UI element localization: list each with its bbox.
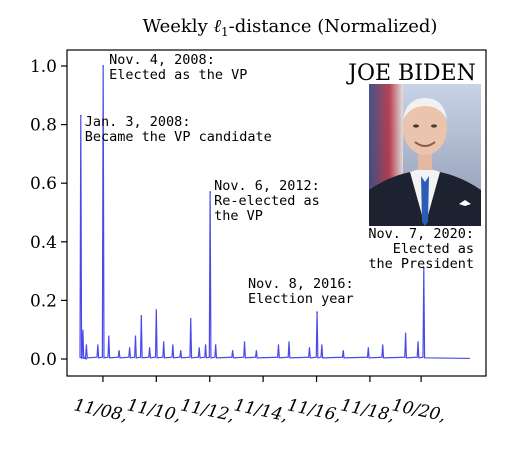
y-tick-label: 0.8	[30, 116, 57, 136]
x-tick-label: 10/20,	[390, 395, 447, 426]
annotation: Nov. 7, 2020: Elected as the President	[368, 226, 474, 272]
x-tick-label: 11/10,	[125, 395, 182, 426]
annotation-line: Re-elected as	[214, 193, 320, 209]
y-tick-label: 0.0	[30, 350, 57, 370]
annotation-line: Elected as	[393, 241, 474, 257]
y-tick-label: 1.0	[30, 57, 57, 77]
annotation: Nov. 6, 2012: Re-elected as the VP	[214, 178, 320, 224]
y-tick-label: 0.6	[30, 174, 57, 194]
peak-point	[102, 65, 104, 67]
annotation-line: Election year	[248, 291, 354, 307]
x-tick-label: 11/14,	[232, 395, 289, 426]
annotation-line: Nov. 4, 2008:	[109, 52, 215, 68]
y-tick-label: 0.4	[30, 233, 57, 253]
x-axis: 11/08,11/10,11/12,11/14,11/16,11/18,10/2…	[72, 376, 448, 426]
annotation-line: Elected as the VP	[109, 67, 247, 83]
y-axis: 0.0 0.2 0.4 0.6 0.8 1.0	[30, 57, 67, 370]
x-tick-label: 11/16,	[286, 395, 343, 426]
annotation-line: the President	[368, 256, 474, 272]
y-tick-label: 0.2	[30, 291, 57, 311]
annotation-line: Nov. 7, 2020:	[368, 226, 474, 242]
annotation-line: Nov. 8, 2016:	[248, 276, 354, 292]
peak-point	[80, 115, 82, 117]
annotation-line: Jan. 3, 2008:	[85, 114, 191, 130]
x-tick-label: 11/18,	[339, 395, 396, 426]
annotation: Nov. 4, 2008: Elected as the VP	[109, 52, 247, 83]
annotation: Nov. 8, 2016: Election year	[248, 276, 354, 307]
annotation-line: Nov. 6, 2012:	[214, 178, 320, 194]
portrait-photo	[369, 84, 481, 226]
annotation: Jan. 3, 2008: Became the VP candidate	[85, 114, 272, 145]
chart-title: Weekly ℓ1-distance (Normalized)	[143, 16, 438, 39]
x-tick-label: 11/12,	[179, 395, 236, 426]
peak-point	[316, 311, 318, 313]
annotation-line: the VP	[214, 208, 263, 224]
peak-point	[209, 191, 211, 193]
annotation-line: Became the VP candidate	[85, 129, 272, 145]
x-tick-label: 11/08,	[72, 395, 129, 426]
person-label: JOE BIDEN	[346, 61, 476, 86]
